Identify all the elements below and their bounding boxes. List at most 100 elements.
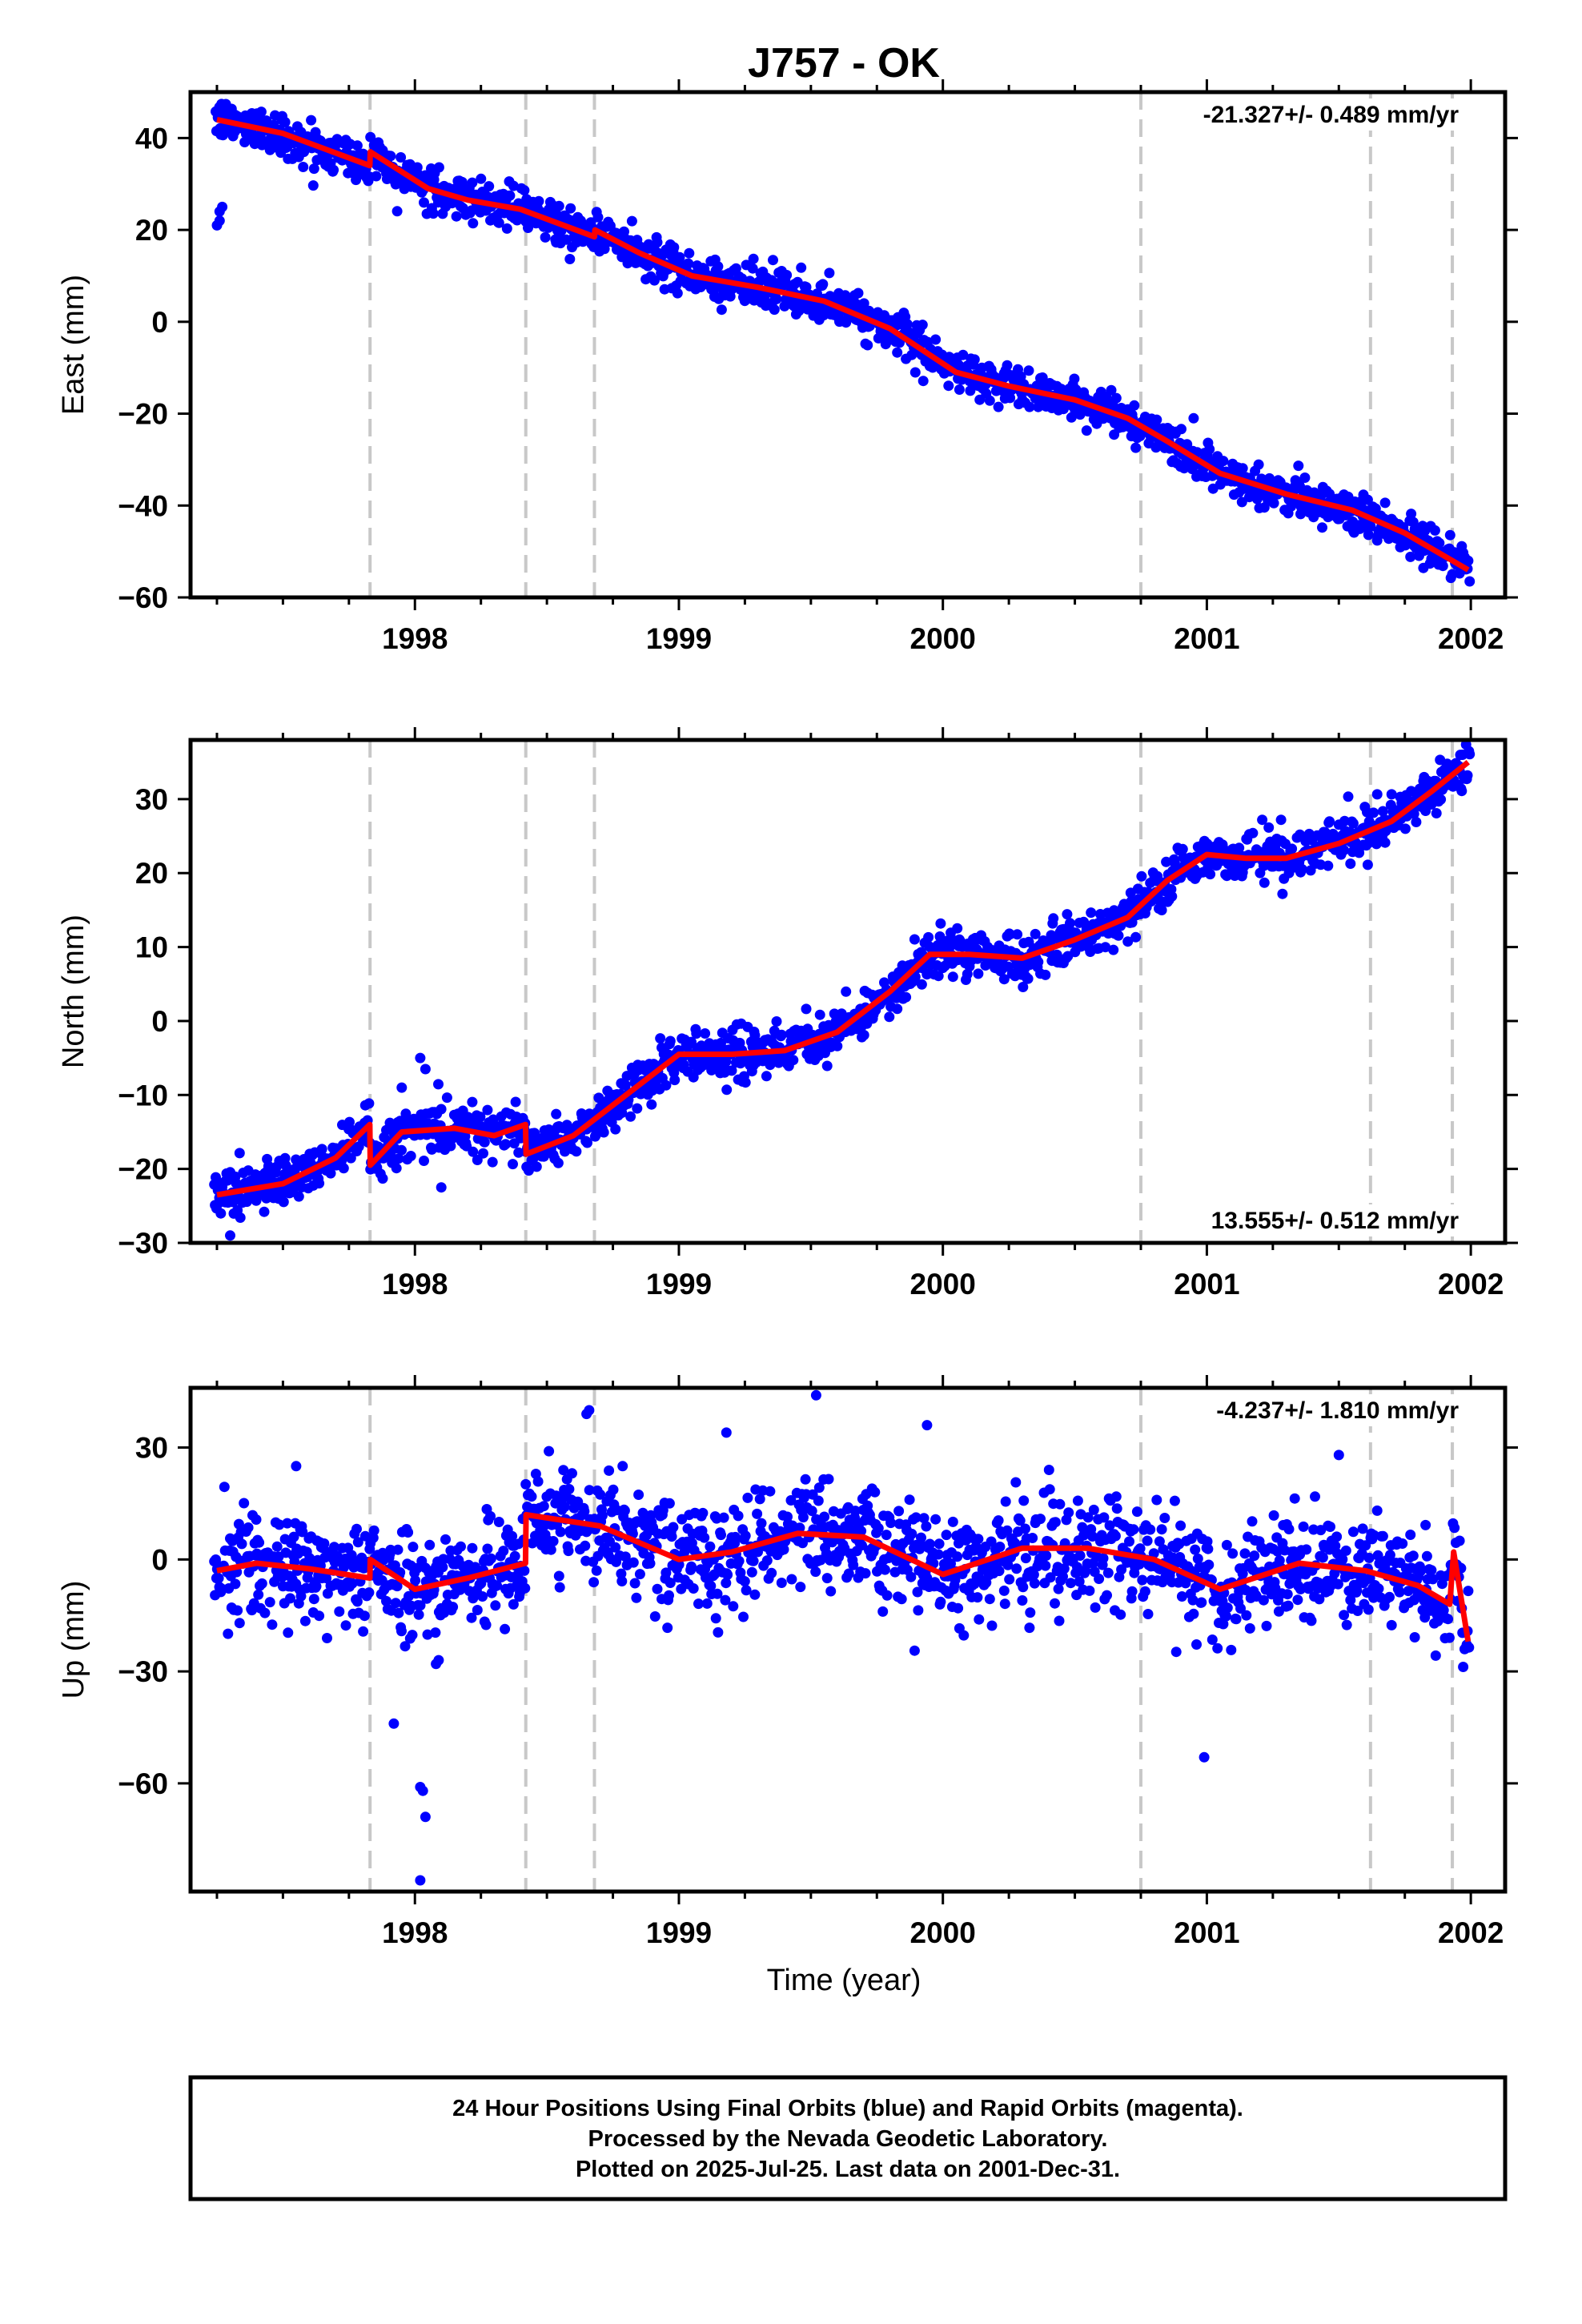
data-point — [236, 1538, 247, 1550]
data-point — [1086, 907, 1097, 919]
data-point — [232, 1605, 243, 1616]
data-point — [620, 1551, 631, 1562]
data-point — [721, 1084, 733, 1096]
data-point — [666, 1531, 677, 1542]
data-point — [468, 218, 479, 229]
data-point — [801, 1003, 812, 1015]
data-points — [209, 1389, 1475, 1886]
data-point — [1110, 1491, 1122, 1502]
data-point — [288, 1531, 299, 1542]
data-point — [823, 1474, 834, 1485]
data-point — [879, 1564, 890, 1575]
data-point — [1340, 1545, 1351, 1556]
outlier-point — [415, 1875, 426, 1886]
data-point — [419, 1156, 429, 1166]
data-point — [554, 1582, 565, 1593]
data-point — [1421, 1550, 1432, 1562]
data-point — [1024, 401, 1035, 412]
data-point — [754, 1494, 765, 1505]
data-point — [705, 1541, 716, 1552]
data-point — [368, 1525, 379, 1536]
data-point — [1268, 497, 1279, 509]
data-point — [892, 347, 903, 358]
data-point — [381, 1595, 391, 1606]
data-point — [1177, 843, 1188, 854]
x-tick-label: 1999 — [646, 622, 712, 655]
data-point — [1462, 770, 1473, 781]
x-tick-label: 2000 — [910, 622, 976, 655]
data-point — [316, 1144, 327, 1155]
data-point — [1426, 1565, 1437, 1576]
data-point — [1371, 789, 1383, 800]
data-point — [877, 1606, 889, 1617]
data-point — [1192, 1553, 1203, 1564]
data-point — [1368, 807, 1379, 818]
data-point — [1249, 1550, 1260, 1562]
data-point — [958, 349, 969, 360]
data-point — [1098, 1553, 1109, 1564]
data-point — [728, 1601, 739, 1612]
data-point — [1142, 1609, 1154, 1619]
data-point — [1122, 936, 1134, 947]
data-point — [813, 1495, 824, 1506]
data-point — [973, 1534, 984, 1545]
data-point — [523, 1165, 534, 1176]
data-point — [776, 1029, 787, 1040]
y-tick-label: −20 — [118, 1153, 168, 1186]
data-point — [869, 1486, 881, 1498]
data-point — [239, 1498, 250, 1509]
data-point — [1435, 794, 1447, 805]
data-point — [433, 1079, 444, 1090]
data-point — [1166, 891, 1178, 902]
data-point — [1237, 463, 1248, 474]
data-point — [385, 1544, 396, 1555]
data-point — [408, 1542, 419, 1553]
data-point — [1203, 1559, 1215, 1570]
data-point — [359, 1610, 370, 1622]
data-point — [1142, 1535, 1153, 1546]
data-point — [944, 352, 955, 363]
data-point — [1314, 1594, 1325, 1605]
data-point — [705, 1580, 717, 1591]
data-point — [1136, 870, 1147, 882]
data-point — [749, 1030, 761, 1041]
data-point — [821, 1060, 833, 1072]
data-point — [314, 1610, 325, 1622]
data-point — [619, 226, 629, 237]
data-point — [1244, 1622, 1255, 1634]
data-point — [1077, 1522, 1088, 1533]
data-point — [396, 1144, 407, 1156]
data-point — [1058, 1571, 1068, 1582]
data-point — [633, 1490, 644, 1500]
data-point — [1454, 1535, 1465, 1546]
data-point — [718, 1512, 729, 1523]
data-point — [1415, 1566, 1426, 1577]
data-point — [592, 211, 604, 223]
data-point — [934, 1538, 945, 1550]
data-point — [519, 1565, 530, 1576]
data-point — [235, 1212, 246, 1223]
data-point — [843, 1568, 854, 1579]
data-point — [596, 1510, 608, 1521]
data-point — [1283, 1600, 1294, 1611]
data-point — [478, 1148, 488, 1159]
y-tick-label: 0 — [151, 1005, 168, 1038]
data-point — [501, 223, 512, 234]
data-point — [740, 1530, 751, 1542]
data-point — [1002, 360, 1013, 371]
data-point — [1363, 529, 1374, 541]
y-tick-label: −10 — [118, 1079, 168, 1112]
data-point — [726, 1065, 737, 1076]
data-point — [741, 1585, 752, 1596]
data-point — [371, 171, 382, 182]
data-point — [683, 258, 694, 269]
data-point — [571, 1146, 582, 1157]
data-point — [1058, 404, 1069, 415]
data-point — [430, 1627, 441, 1638]
outlier-point — [584, 1405, 595, 1416]
data-point — [1041, 1550, 1052, 1561]
data-point — [1065, 1578, 1076, 1589]
data-point — [1002, 1525, 1013, 1536]
data-point — [1090, 1602, 1101, 1613]
